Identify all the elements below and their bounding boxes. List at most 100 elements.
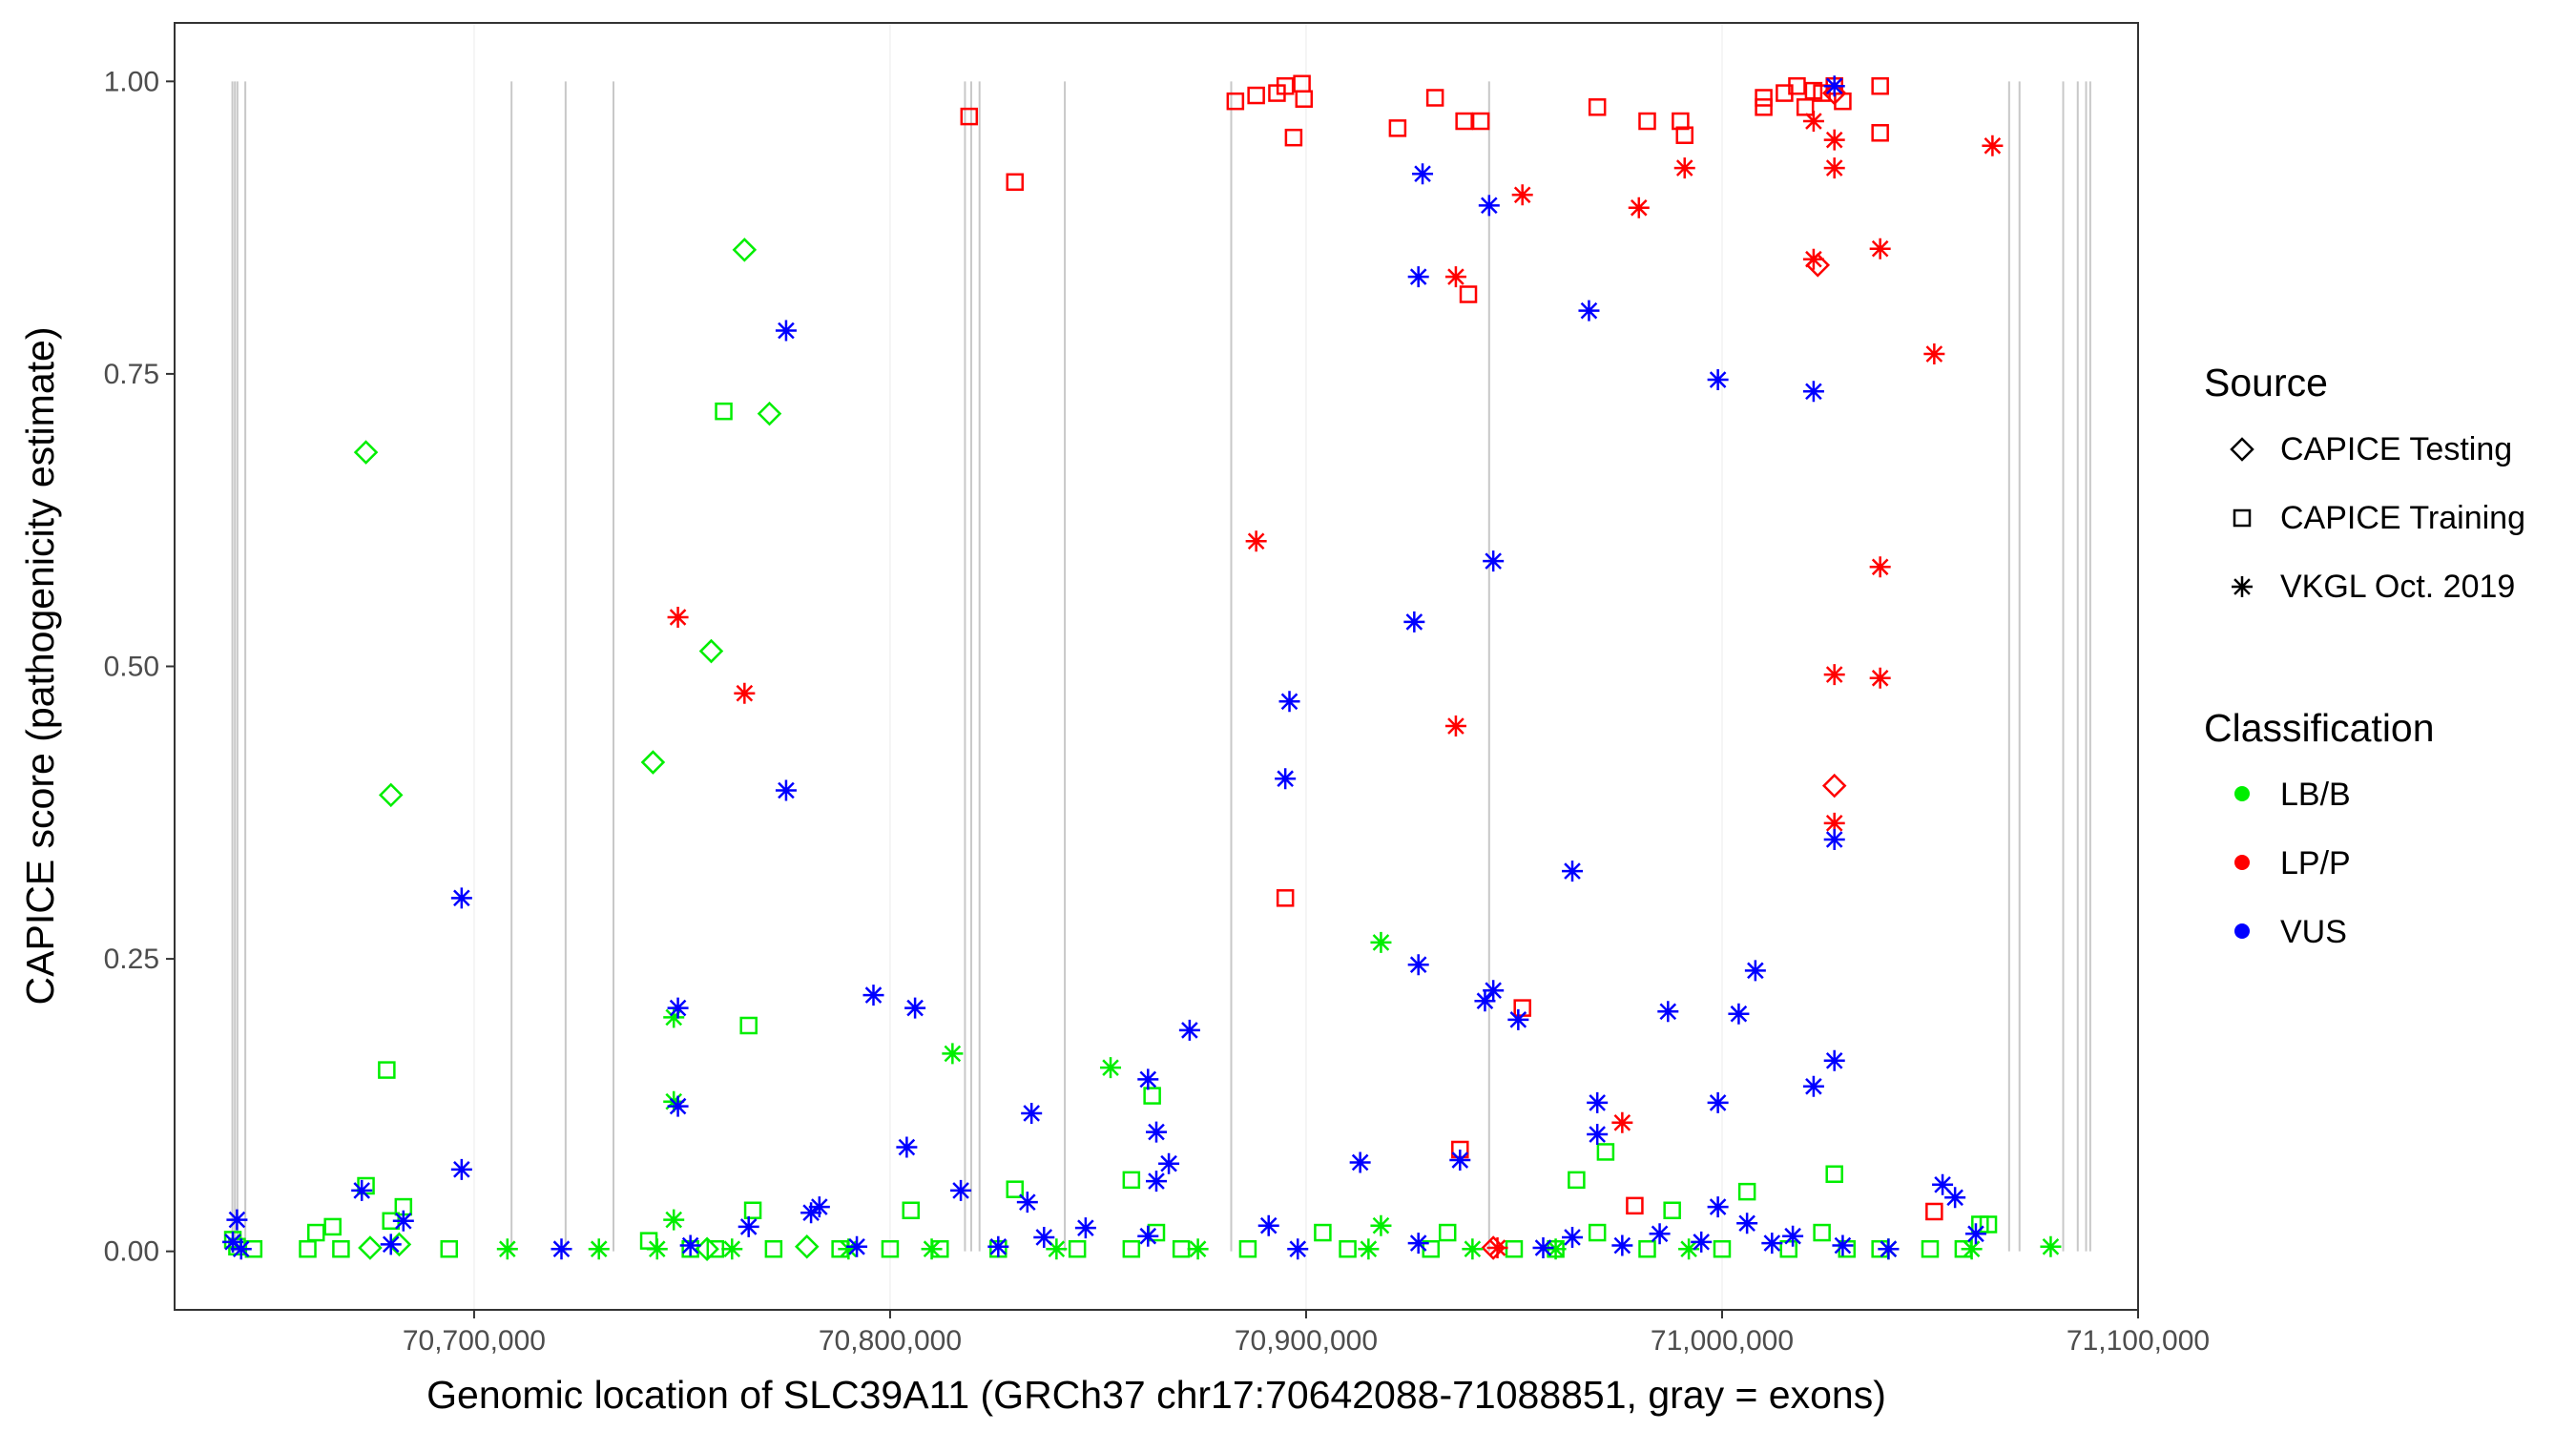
asterisk-point [1287, 1238, 1309, 1260]
diamond-point [378, 782, 404, 808]
asterisk-point [1146, 1121, 1167, 1143]
asterisk-point [1511, 184, 1533, 206]
asterisk-point [1545, 1238, 1567, 1260]
legend-item-capice-training: CAPICE Training [2233, 500, 2525, 536]
asterisk-point [1587, 1091, 1609, 1113]
asterisk-point [1964, 1223, 1986, 1245]
legend-item-lpp: LP/P [2234, 845, 2351, 881]
asterisk-point [1483, 550, 1505, 572]
square-point [440, 1239, 459, 1258]
legend-square-shape [2233, 508, 2252, 528]
asterisk-point [1869, 667, 1891, 689]
asterisk-point [667, 997, 689, 1019]
asterisk-point [1802, 1075, 1824, 1097]
asterisk-point [2040, 1235, 2062, 1257]
square-point [1068, 1239, 1087, 1258]
square-point [1834, 92, 1852, 111]
square-point [1871, 124, 1889, 142]
square-point [1596, 1143, 1615, 1161]
asterisk-point [663, 1209, 685, 1231]
asterisk-point [222, 1231, 244, 1253]
legend-label-vkgl: VKGL Oct. 2019 [2280, 569, 2515, 605]
asterisk-point [1932, 1173, 1954, 1195]
asterisk-point [1878, 1238, 1900, 1260]
square-point [1314, 1223, 1332, 1242]
asterisk-point [1611, 1111, 1633, 1133]
x-tick-label: 70,700,000 [403, 1325, 546, 1357]
asterisk-point [1278, 691, 1300, 713]
diamond-point [732, 238, 758, 262]
square-point [1755, 89, 1773, 107]
asterisk-point [1275, 768, 1297, 790]
square-point [332, 1239, 350, 1258]
asterisk-point [1802, 111, 1824, 133]
square-point [1588, 1223, 1607, 1242]
asterisk-point [1678, 1238, 1700, 1260]
square-point [739, 1016, 758, 1035]
asterisk-point [1407, 266, 1429, 288]
asterisk-point [1823, 1049, 1845, 1071]
square-point [1638, 1239, 1656, 1258]
asterisk-point [1532, 1237, 1554, 1258]
asterisk-point [1736, 1213, 1758, 1234]
data-points [222, 74, 2062, 1261]
asterisk-point [588, 1238, 610, 1260]
diamond-point [757, 401, 782, 426]
asterisk-point [1691, 1231, 1713, 1253]
asterisk-point [1823, 812, 1845, 834]
diamond-point [358, 1235, 383, 1260]
asterisk-point [1146, 1171, 1167, 1192]
asterisk-point [987, 1235, 1009, 1257]
asterisk-point [1507, 1008, 1529, 1030]
legend-asterisk-icon [2232, 576, 2253, 597]
square-point [1143, 1087, 1161, 1105]
asterisk-point [1449, 1150, 1471, 1172]
asterisk-point [737, 1215, 759, 1237]
asterisk-point [1158, 1152, 1180, 1174]
legend-asterisk-shape [2232, 576, 2253, 597]
asterisk-point [1486, 1237, 1508, 1258]
asterisk-point [950, 1179, 972, 1201]
asterisk-point [1823, 129, 1845, 151]
asterisk-point [1728, 1003, 1750, 1025]
asterisk-point [1407, 954, 1429, 976]
asterisk-point [1707, 369, 1729, 391]
asterisk-point [1016, 1192, 1038, 1213]
asterisk-point [1100, 1057, 1122, 1079]
square-point [960, 107, 979, 126]
asterisk-point [1961, 1238, 1983, 1260]
asterisk-point [1823, 829, 1845, 851]
square-point [1825, 1165, 1843, 1183]
asterisk-point [1046, 1238, 1068, 1260]
square-point [1663, 1201, 1681, 1220]
asterisk-point [1832, 1234, 1854, 1256]
square-point [715, 402, 733, 421]
asterisk-point [679, 1234, 701, 1256]
asterisk-point [800, 1202, 822, 1224]
square-point [1247, 86, 1265, 105]
square-point [1339, 1239, 1357, 1258]
asterisk-point [921, 1238, 943, 1260]
square-point [1713, 1239, 1732, 1258]
legend-label-lpp: LP/P [2280, 845, 2351, 881]
asterisk-point [1021, 1102, 1043, 1124]
legend-item-vus: VUS [2234, 914, 2347, 950]
square-point [1006, 1180, 1025, 1198]
asterisk-point [1611, 1234, 1633, 1256]
asterisk-point [838, 1238, 860, 1260]
asterisk-point [1562, 861, 1584, 882]
asterisk-point [1257, 1214, 1279, 1236]
square-point [1276, 76, 1295, 95]
square-point [1388, 119, 1407, 137]
x-tick-label: 71,100,000 [2067, 1325, 2210, 1357]
square-point [1226, 92, 1245, 111]
square-point [902, 1201, 920, 1220]
exon-lines [231, 81, 2091, 1252]
asterisk-point [1587, 1124, 1609, 1146]
legend-diamond-icon [2230, 437, 2254, 462]
diamond-point [386, 1232, 412, 1257]
asterisk-point [646, 1238, 668, 1260]
square-point [1813, 1223, 1831, 1242]
